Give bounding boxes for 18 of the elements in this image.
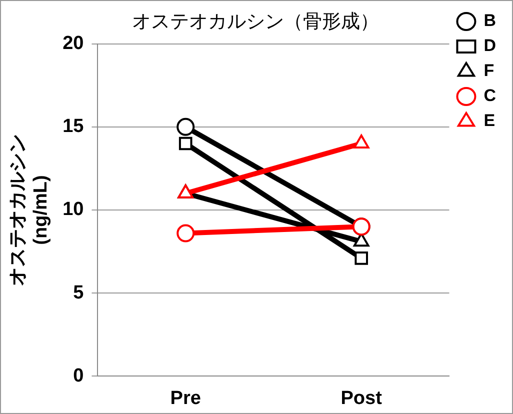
y-tick-label: 10 — [62, 199, 84, 220]
y-tick-label: 0 — [73, 365, 84, 386]
legend-label: E — [484, 111, 496, 130]
y-tick-label: 15 — [62, 116, 84, 138]
legend-label: D — [484, 36, 496, 56]
x-tick-label: Post — [340, 388, 383, 409]
y-tick-label: 20 — [62, 33, 84, 54]
y-axis-title: オステオカルシン (ng/mL) — [8, 134, 52, 286]
legend-label: B — [484, 11, 496, 30]
point — [354, 252, 368, 265]
legend-label: C — [484, 86, 496, 106]
x-tick-label: Pre — [170, 388, 201, 409]
y-tick-label: 5 — [73, 282, 84, 304]
point — [176, 224, 195, 242]
legend-label: F — [484, 61, 494, 80]
point — [178, 136, 192, 150]
point — [176, 118, 195, 136]
chart-title: オステオカルシン（骨形成） — [132, 12, 379, 33]
